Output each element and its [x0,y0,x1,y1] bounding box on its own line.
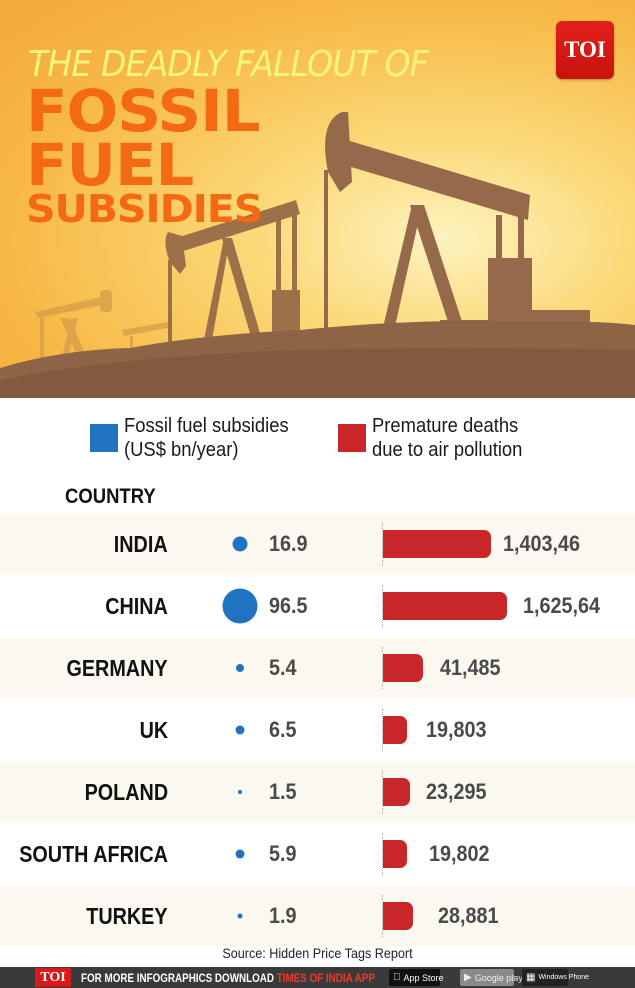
bar-axis [382,833,383,875]
deaths-value: 1,625,64 [523,593,601,618]
deaths-bar [383,592,507,620]
header-title-fuel: FUEL [26,131,194,199]
source-note: Source: Hidden Price Tags Report [222,945,413,961]
table-row: UK 6.5 19,803 [0,699,635,761]
google-play-badge[interactable]: ▶ Google play [460,969,523,986]
app-store-label: App Store [396,972,444,983]
country-label: INDIA [114,531,168,557]
legend-label-deaths-2: due to air pollution [372,439,523,461]
subsidy-bubble [232,536,248,552]
subsidy-bubble [236,664,244,672]
windows-phone-label: Windows Phone [538,974,590,981]
footer-promo-text: FOR MORE INFOGRAPHICS DOWNLOAD TIMES OF … [81,970,375,985]
deaths-bar [383,654,423,682]
legend-item-subsidies: Fossil fuel subsidies (US$ bn/year) [90,414,303,462]
google-play-label: Google play [474,972,523,983]
bar-axis [382,895,383,937]
bar-axis [382,771,383,813]
data-table: INDIA 16.9 1,403,46 CHINA 96.5 1,625,64 … [0,513,635,947]
legend-unit-subsidies: (US$ bn/year) [124,439,239,461]
country-label: UK [139,717,168,743]
deaths-value: 23,295 [426,779,487,804]
footer-promo-red[interactable]: TIMES OF INDIA APP [276,970,375,985]
header-title-subsidies: SUBSIDIES [26,187,263,231]
bar-axis [382,523,383,565]
deaths-bar [383,716,407,744]
windows-phone-badge[interactable]: ▦ Windows Phone [522,969,589,986]
subsidy-value: 5.9 [269,841,297,866]
country-label: CHINA [105,593,168,619]
toi-logo: TOI [556,21,614,79]
footer-toi-logo: TOI [35,968,71,987]
deaths-bar [383,778,410,806]
table-row: GERMANY 5.4 41,485 [0,637,635,699]
subsidy-value: 1.9 [269,903,297,928]
subsidy-value: 16.9 [269,531,308,556]
legend-swatch-red [338,424,366,452]
table-row: SOUTH AFRICA 5.9 19,802 [0,823,635,885]
country-label: POLAND [84,779,168,805]
legend-item-deaths: Premature deaths due to air pollution [338,414,535,462]
oil-pumpjack-illustration [0,112,635,398]
apple-icon:  [393,972,401,983]
deaths-value: 28,881 [438,903,499,928]
legend-label-subsidies: Fossil fuel subsidies [124,415,289,437]
bar-axis [382,709,383,751]
subsidy-value: 6.5 [269,717,297,742]
deaths-bar [383,902,413,930]
footer-bar: TOI FOR MORE INFOGRAPHICS DOWNLOAD TIMES… [0,967,635,988]
subsidy-bubble [235,725,245,735]
deaths-value: 41,485 [440,655,501,680]
subsidy-value: 1.5 [269,779,297,804]
legend-swatch-blue [90,424,118,452]
play-triangle-icon: ▶ [464,972,472,983]
deaths-value: 1,403,46 [503,531,581,556]
table-row: TURKEY 1.9 28,881 [0,885,635,947]
country-label: GERMANY [66,655,168,681]
deaths-bar [383,530,491,558]
header-kicker: THE DEADLY FALLOUT OF [28,44,429,85]
subsidy-value: 96.5 [269,593,308,618]
table-row: POLAND 1.5 23,295 [0,761,635,823]
subsidy-bubble [222,588,258,624]
header-title-fossil: FOSSIL [26,77,261,145]
windows-icon: ▦ [526,972,536,983]
bar-axis [382,585,383,627]
bar-axis [382,647,383,689]
deaths-value: 19,802 [429,841,490,866]
app-store-badge[interactable]:  App Store [389,969,444,986]
column-header-country: COUNTRY [65,485,156,508]
table-row: CHINA 96.5 1,625,64 [0,575,635,637]
deaths-bar [383,840,407,868]
legend-label-deaths: Premature deaths [372,415,519,437]
country-label: TURKEY [86,903,168,929]
subsidy-bubble [238,790,242,794]
hero-banner: THE DEADLY FALLOUT OF FOSSIL FUEL SUBSID… [0,0,635,398]
subsidy-bubble [237,913,243,919]
deaths-value: 19,803 [426,717,487,742]
footer-promo-white: FOR MORE INFOGRAPHICS DOWNLOAD [81,970,277,985]
chart-legend: Fossil fuel subsidies (US$ bn/year) Prem… [0,414,635,470]
subsidy-bubble [235,849,245,859]
country-label: SOUTH AFRICA [19,841,168,867]
table-row: INDIA 16.9 1,403,46 [0,513,635,575]
subsidy-value: 5.4 [269,655,297,680]
